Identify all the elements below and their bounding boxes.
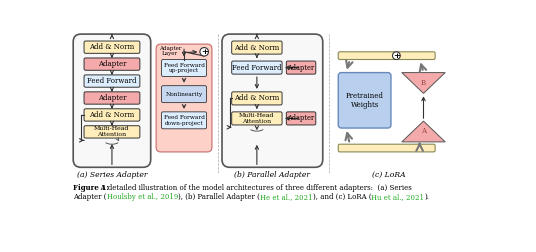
FancyBboxPatch shape <box>286 61 316 74</box>
FancyBboxPatch shape <box>73 34 151 167</box>
FancyBboxPatch shape <box>84 109 140 121</box>
Text: A detailed illustration of the model architectures of three different adapters: : A detailed illustration of the model arc… <box>96 184 412 192</box>
Text: Houlsby et al., 2019: Houlsby et al., 2019 <box>107 193 178 201</box>
Text: Multi-Head
Attention: Multi-Head Attention <box>94 127 130 137</box>
Text: Adapter: Adapter <box>98 60 126 68</box>
Text: Pretrained
Weights: Pretrained Weights <box>346 92 384 109</box>
FancyBboxPatch shape <box>156 44 212 152</box>
Text: A: A <box>421 128 426 136</box>
Text: ), and (c) LoRA (: ), and (c) LoRA ( <box>312 193 371 201</box>
Text: Hu et al., 2021: Hu et al., 2021 <box>371 193 424 201</box>
Text: Adapter: Adapter <box>287 114 315 122</box>
Text: +: + <box>393 52 400 60</box>
Text: Add & Norm: Add & Norm <box>90 43 135 51</box>
Text: Feed Forward: Feed Forward <box>232 64 281 72</box>
Text: (c) LoRA: (c) LoRA <box>372 171 405 179</box>
FancyBboxPatch shape <box>338 52 435 59</box>
Text: Add & Norm: Add & Norm <box>234 44 279 52</box>
Text: Nonlinearity: Nonlinearity <box>166 92 203 97</box>
Text: ).: ). <box>424 193 429 201</box>
FancyBboxPatch shape <box>161 59 206 76</box>
Text: He et al., 2021: He et al., 2021 <box>260 193 312 201</box>
Text: Adapter
Layer: Adapter Layer <box>159 46 181 56</box>
FancyBboxPatch shape <box>286 112 316 125</box>
Polygon shape <box>402 121 445 142</box>
FancyBboxPatch shape <box>161 86 206 103</box>
Text: (a) Series Adapter: (a) Series Adapter <box>77 171 147 179</box>
Polygon shape <box>402 73 445 93</box>
Text: Feed Forward
down-project: Feed Forward down-project <box>163 115 204 126</box>
FancyBboxPatch shape <box>222 34 323 167</box>
FancyBboxPatch shape <box>84 126 140 138</box>
Text: Multi-Head
Attention: Multi-Head Attention <box>239 113 274 124</box>
FancyBboxPatch shape <box>338 144 435 152</box>
FancyBboxPatch shape <box>232 41 282 54</box>
FancyBboxPatch shape <box>338 73 391 128</box>
FancyBboxPatch shape <box>84 41 140 53</box>
Text: +: + <box>200 48 207 56</box>
Text: Adapter: Adapter <box>287 64 315 72</box>
Text: ), (b) Parallel Adapter (: ), (b) Parallel Adapter ( <box>178 193 260 201</box>
Text: Figure 1:: Figure 1: <box>73 184 109 192</box>
Text: Feed Forward
up-project: Feed Forward up-project <box>163 62 204 73</box>
Text: Add & Norm: Add & Norm <box>90 111 135 119</box>
Text: Add & Norm: Add & Norm <box>234 94 279 102</box>
Text: (b) Parallel Adapter: (b) Parallel Adapter <box>234 171 310 179</box>
FancyBboxPatch shape <box>232 92 282 105</box>
FancyBboxPatch shape <box>232 61 282 74</box>
FancyBboxPatch shape <box>84 92 140 104</box>
Text: Feed Forward: Feed Forward <box>87 77 137 85</box>
Circle shape <box>200 48 209 56</box>
Text: B: B <box>421 79 426 87</box>
FancyBboxPatch shape <box>161 112 206 129</box>
Text: Adapter (: Adapter ( <box>73 193 107 201</box>
FancyBboxPatch shape <box>232 112 282 125</box>
FancyBboxPatch shape <box>84 75 140 87</box>
FancyBboxPatch shape <box>84 58 140 70</box>
Text: Adapter: Adapter <box>98 94 126 102</box>
Circle shape <box>392 52 400 59</box>
